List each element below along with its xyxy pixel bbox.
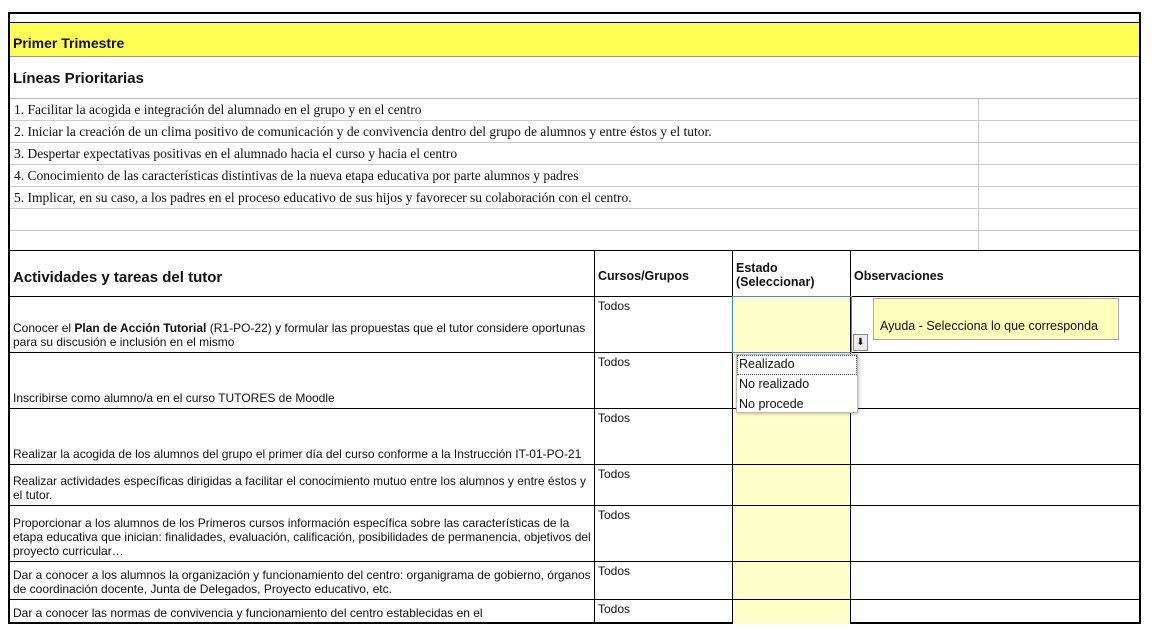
table-row: Dar a conocer las normas de convivencia … [10, 600, 1139, 624]
estado-cell[interactable] [733, 600, 851, 624]
observaciones-cell[interactable] [851, 562, 1139, 599]
linea-text: 3. Despertar expectativas positivas en e… [14, 146, 458, 161]
table-row: Proporcionar a los alumnos de los Primer… [10, 506, 1139, 562]
activity-cell[interactable]: Proporcionar a los alumnos de los Primer… [10, 506, 595, 561]
activity-cell[interactable]: Inscribirse como alumno/a en el curso TU… [10, 353, 595, 408]
linea-item: 3. Despertar expectativas positivas en e… [10, 143, 1139, 165]
dropdown-arrow-icon[interactable]: ⬇ [853, 334, 868, 351]
linea-text: 1. Facilitar la acogida e integración de… [14, 102, 422, 117]
lineas-title: Líneas Prioritarias [10, 57, 1139, 99]
cursos-cell[interactable]: Todos [595, 409, 733, 464]
header-actividades: Actividades y tareas del tutor [10, 251, 595, 296]
header-cursos: Cursos/Grupos [595, 251, 733, 296]
observaciones-cell[interactable] [851, 506, 1139, 561]
observaciones-cell[interactable] [851, 465, 1139, 505]
linea-item: 2. Iniciar la creación de un clima posit… [10, 121, 1139, 143]
activity-cell[interactable]: Conocer el Plan de Acción Tutorial (R1-P… [10, 297, 595, 352]
observaciones-cell[interactable] [851, 409, 1139, 464]
spreadsheet: Primer Trimestre Líneas Prioritarias 1. … [8, 12, 1141, 624]
table-row: Realizar actividades específicas dirigid… [10, 465, 1139, 506]
cursos-cell[interactable]: Todos [595, 506, 733, 561]
cursos-cell[interactable]: Todos [595, 353, 733, 408]
table-row: Conocer el Plan de Acción Tutorial (R1-P… [10, 296, 1139, 353]
table-row: Dar a conocer a los alumnos la organizac… [10, 562, 1139, 600]
cursos-cell[interactable]: Todos [595, 297, 733, 352]
option-realizado[interactable]: Realizado [737, 355, 857, 375]
validation-help-tooltip: Ayuda - Selecciona lo que corresponda [873, 298, 1119, 340]
estado-cell[interactable] [733, 506, 851, 561]
table-row: Inscribirse como alumno/a en el curso TU… [10, 353, 1139, 409]
linea-item [10, 231, 1139, 250]
cursos-cell[interactable]: Todos [595, 562, 733, 599]
linea-text: 2. Iniciar la creación de un clima posit… [14, 124, 712, 139]
activity-cell[interactable]: Dar a conocer las normas de convivencia … [10, 600, 595, 624]
estado-cell[interactable] [733, 562, 851, 599]
option-no-procede[interactable]: No procede [739, 397, 804, 411]
linea-item [10, 209, 1139, 231]
table-row: Realizar la acogida de los alumnos del g… [10, 409, 1139, 465]
estado-cell[interactable] [733, 465, 851, 505]
observaciones-cell[interactable] [851, 353, 1139, 408]
section-title: Primer Trimestre [10, 22, 1139, 57]
activity-cell[interactable]: Dar a conocer a los alumnos la organizac… [10, 562, 595, 599]
linea-item: 5. Implicar, en su caso, a los padres en… [10, 187, 1139, 209]
estado-cell-selected[interactable] [732, 296, 852, 353]
estado-cell[interactable] [733, 409, 851, 464]
linea-text: 5. Implicar, en su caso, a los padres en… [14, 190, 632, 205]
cursos-cell[interactable]: Todos [595, 465, 733, 505]
option-no-realizado[interactable]: No realizado [739, 377, 810, 391]
linea-item: 1. Facilitar la acogida e integración de… [10, 99, 1139, 121]
activity-cell[interactable]: Realizar la acogida de los alumnos del g… [10, 409, 595, 464]
estado-dropdown-list[interactable]: Realizado No realizado No procede [736, 354, 858, 413]
header-estado: Estado (Seleccionar) [733, 251, 851, 296]
linea-text: 4. Conocimiento de las características d… [14, 168, 579, 183]
table-header: Actividades y tareas del tutor Cursos/Gr… [10, 250, 1139, 297]
linea-item: 4. Conocimiento de las características d… [10, 165, 1139, 187]
cursos-cell[interactable]: Todos [595, 600, 733, 624]
activity-cell[interactable]: Realizar actividades específicas dirigid… [10, 465, 595, 505]
header-observaciones: Observaciones [854, 269, 944, 283]
observaciones-cell[interactable] [851, 600, 1139, 624]
